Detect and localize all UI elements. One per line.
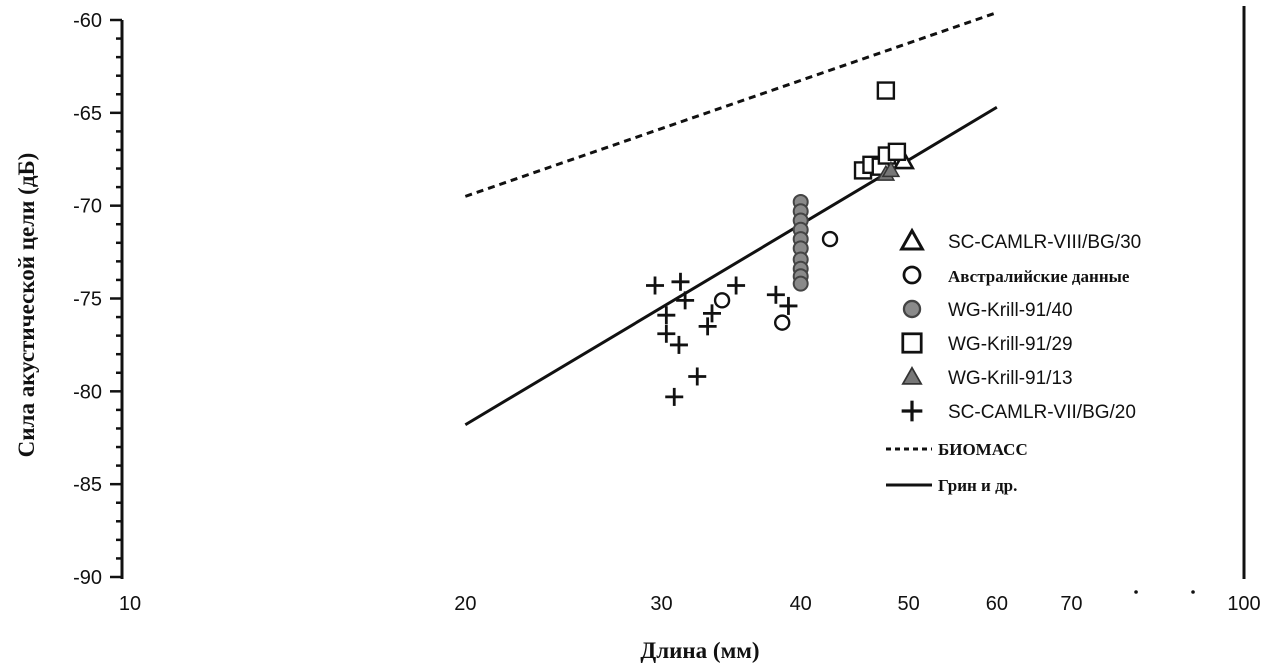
triangle-filled-marker [901, 366, 923, 385]
data-point [671, 272, 690, 291]
legend-label: Грин и др. [938, 476, 1017, 495]
data-point [676, 291, 695, 310]
legend-label: WG-Krill-91/13 [948, 368, 1073, 389]
x-tick-label: 70 [1060, 593, 1082, 615]
legend: SC-CAMLR-VIII/BG/30 Австралийские данные W… [886, 227, 1141, 495]
x-tick-label: 60 [986, 593, 1008, 615]
circle-filled-marker [902, 299, 922, 319]
circle-filled-marker [792, 275, 809, 292]
data-point [727, 276, 746, 295]
legend-marker [899, 227, 925, 251]
x-axis-title: Длина (мм) [640, 638, 759, 663]
x-tick-label: 40 [790, 593, 812, 615]
legend-marker [902, 265, 922, 285]
x-tick-label: 100 [1227, 593, 1260, 615]
data-points [646, 81, 916, 406]
y-tick-label: -90 [73, 567, 102, 589]
y-tick-label: -60 [73, 10, 102, 32]
data-point [821, 230, 839, 248]
x-tick-label: 50 [898, 593, 920, 615]
y-tick-label: -75 [73, 289, 102, 311]
data-point [881, 160, 901, 178]
legend-marker [901, 332, 923, 354]
data-point [792, 275, 809, 292]
data-point [779, 296, 798, 315]
square-marker [901, 332, 923, 354]
x-minor-dot [1134, 590, 1138, 594]
legend-marker [901, 400, 923, 422]
data-point [766, 285, 785, 304]
data-point [887, 142, 907, 162]
circle-marker [713, 292, 731, 309]
legend-label: WG-Krill-91/29 [948, 334, 1073, 355]
data-point [698, 317, 717, 336]
data-point [646, 276, 665, 295]
legend-marker [901, 366, 923, 385]
triangle-marker [899, 227, 925, 251]
legend-label: БИОМАСС [938, 440, 1028, 459]
axes [110, 6, 1246, 579]
x-tick-label: 30 [650, 593, 672, 615]
legend-label: WG-Krill-91/40 [948, 300, 1073, 321]
circle-marker [774, 314, 791, 331]
legend-marker [902, 299, 922, 319]
y-axis-title: Сила акустической цели (дБ) [14, 153, 39, 458]
legend-label: SC-CAMLR-VIII/BG/30 [948, 232, 1141, 253]
y-tick-label: -85 [73, 474, 102, 496]
y-tick-label: -70 [73, 196, 102, 218]
circle-marker [902, 265, 922, 285]
tick-labels: -60 -65 -70 -75 -80 -85 -90 10 20 30 40 50 60 70 100 [73, 10, 1261, 615]
square-marker [887, 142, 907, 162]
data-point [657, 306, 676, 325]
circle-marker [821, 230, 839, 248]
data-point [774, 314, 791, 331]
x-minor-dot [1191, 590, 1195, 594]
x-tick-label: 20 [454, 593, 476, 615]
legend-label: SC-CAMLR-VII/BG/20 [948, 402, 1136, 423]
data-point [703, 304, 722, 323]
data-point [713, 292, 731, 309]
data-point [669, 335, 688, 354]
square-marker [876, 81, 896, 100]
triangle-filled-marker [881, 160, 901, 178]
y-tick-label: -65 [73, 103, 102, 125]
legend-label: Австралийские данные [948, 267, 1130, 286]
x-tick-label: 10 [119, 593, 141, 615]
data-point [688, 367, 707, 386]
data-point [657, 324, 676, 343]
y-tick-label: -80 [73, 381, 102, 403]
data-point [665, 387, 684, 406]
data-point [876, 81, 896, 100]
fit-lines [464, 11, 998, 427]
biomass-line [464, 11, 998, 198]
